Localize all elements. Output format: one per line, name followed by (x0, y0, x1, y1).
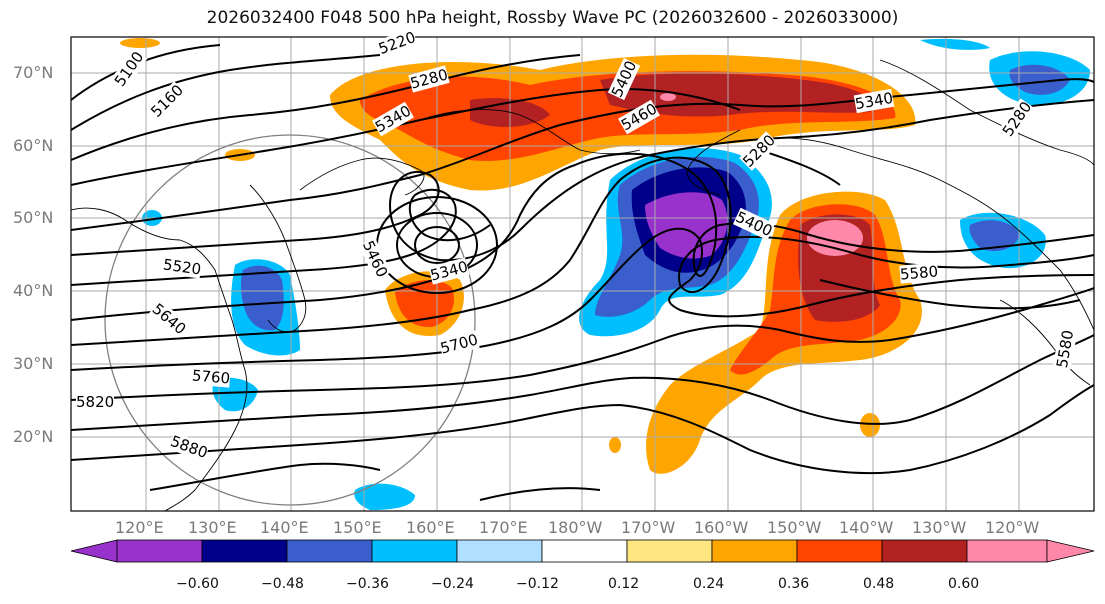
lon-label: 150°W (767, 518, 822, 537)
positive-anomaly-core (807, 220, 863, 256)
contour-label: 5580 (899, 262, 939, 284)
contour-label: 5820 (76, 393, 115, 411)
lat-label: 40°N (13, 281, 54, 300)
colorbar-tick: 0.60 (948, 576, 980, 592)
colorbar-tick: 0.12 (608, 576, 640, 592)
colorbar-tick: −0.60 (176, 576, 219, 592)
colorbar-tick: −0.24 (431, 576, 474, 592)
height-contours (70, 44, 1095, 501)
lon-label: 150°E (333, 518, 382, 537)
colorbar-extend-low (70, 539, 118, 563)
lon-label: 140°W (839, 518, 894, 537)
lat-label: 60°N (13, 136, 54, 155)
lon-label: 180°W (548, 518, 603, 537)
lat-label: 50°N (13, 208, 54, 227)
map-title: 2026032400 F048 500 hPa height, Rossby W… (206, 8, 899, 28)
lon-label: 140°E (260, 518, 309, 537)
range-circle (104, 134, 476, 506)
colorbar-tick: 0.36 (778, 576, 810, 592)
lon-label: 130°W (912, 518, 967, 537)
lon-label: 120°E (115, 518, 164, 537)
lon-label: 120°W (985, 518, 1040, 537)
lat-label: 70°N (13, 63, 54, 82)
lon-label: 160°E (406, 518, 455, 537)
colorbar-tick: −0.12 (516, 576, 559, 592)
lon-label: 170°E (479, 518, 528, 537)
lat-label: 30°N (13, 354, 54, 373)
colorbar-tick: −0.36 (346, 576, 389, 592)
map-frame (70, 36, 1095, 512)
lon-label: 170°W (621, 518, 676, 537)
lat-label: 20°N (13, 427, 54, 446)
lon-label: 130°E (188, 518, 237, 537)
colorbar (70, 539, 1095, 563)
lon-label: 160°W (694, 518, 749, 537)
colorbar-tick: 0.24 (693, 576, 725, 592)
contour-label: 5760 (191, 366, 231, 388)
colorbar-tick: 0.48 (863, 576, 895, 592)
colorbar-extend-high (1046, 539, 1095, 563)
colorbar-tick: −0.48 (261, 576, 304, 592)
